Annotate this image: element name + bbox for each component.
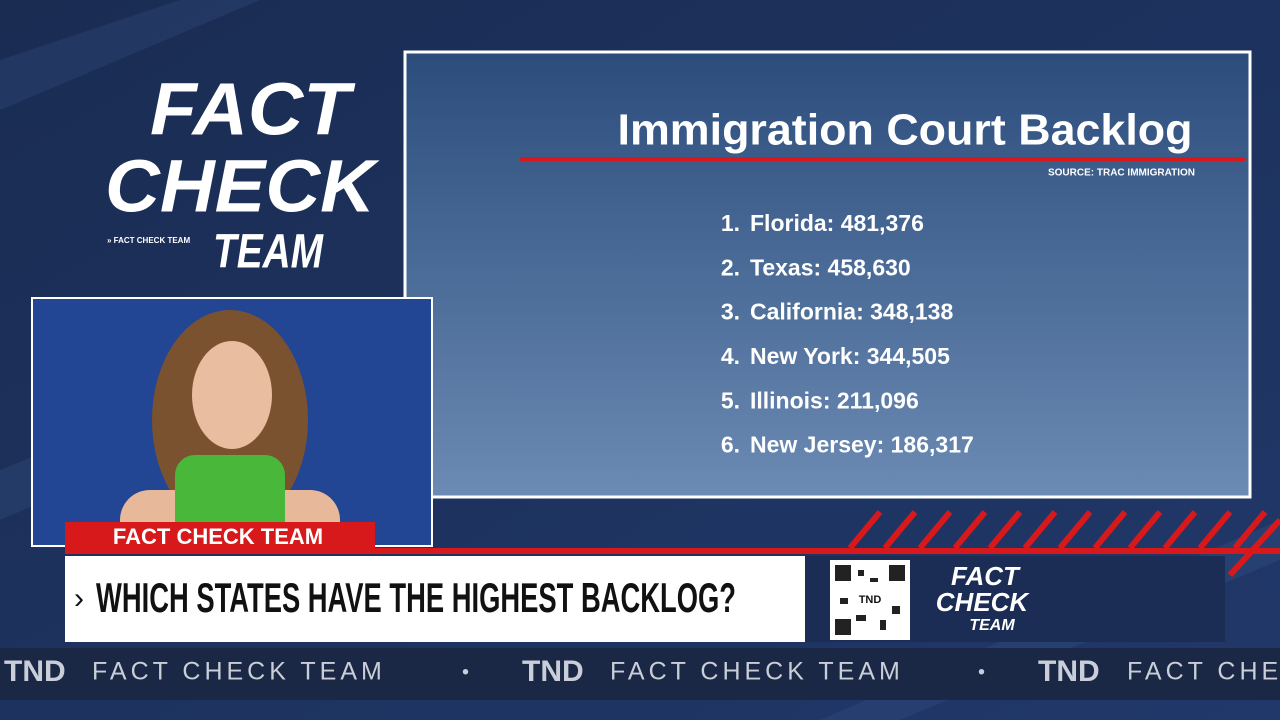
headline-chevron: ›: [74, 582, 84, 615]
ticker-separator: •: [462, 661, 469, 683]
item-rank: 6.: [721, 432, 740, 458]
item-text: New Jersey: 186,317: [750, 432, 974, 458]
video-feed: [32, 298, 432, 546]
item-text: California: 348,138: [750, 299, 953, 325]
small-logo-line: FACT: [951, 561, 1021, 591]
logo-line: CHECK: [105, 145, 380, 228]
panel-source: SOURCE: TRAC IMMIGRATION: [1048, 168, 1195, 179]
panel-title: Immigration Court Backlog: [618, 106, 1193, 155]
item-text: Texas: 458,630: [750, 254, 911, 280]
ticker-text: FACT CHECK TEAM: [92, 658, 386, 686]
small-logo: FACT CHECK TEAM: [936, 561, 1031, 634]
backlog-list: 1. Florida: 481,376 2. Texas: 458,630 3. Cali…: [721, 210, 974, 458]
qr-label: TND: [859, 594, 882, 606]
tag-text: FACT CHECK TEAM: [113, 524, 323, 549]
red-rule: [65, 548, 1280, 554]
ticker-separator: •: [978, 661, 985, 683]
ticker-text: FACT CHECK TEAM: [1127, 658, 1280, 686]
small-logo-line: CHECK: [936, 587, 1031, 617]
item-text: Florida: 481,376: [750, 210, 924, 236]
logo-line: TEAM: [213, 226, 324, 279]
headline-box: [65, 556, 805, 642]
ticker-logo: TND: [1038, 655, 1100, 688]
logo: FACT CHECK TEAM » FACT CHECK TEAM: [105, 68, 380, 279]
ticker-logo: TND: [522, 655, 584, 688]
ticker-text: FACT CHECK TEAM: [610, 658, 904, 686]
item-rank: 1.: [721, 210, 740, 236]
item-rank: 2.: [721, 254, 740, 280]
item-rank: 4.: [721, 343, 740, 369]
tag-box: [65, 522, 375, 552]
ticker: TND FACT CHECK TEAM • TND FACT CHECK TEA…: [4, 655, 1280, 688]
red-stripes: [847, 510, 1280, 578]
headline: WHICH STATES HAVE THE HIGHEST BACKLOG?: [96, 574, 736, 621]
ticker-logo: TND: [4, 655, 66, 688]
logo-line: FACT: [150, 68, 356, 151]
item-text: New York: 344,505: [750, 343, 950, 369]
item-rank: 3.: [721, 299, 740, 325]
logo-tagline: » FACT CHECK TEAM: [107, 236, 190, 245]
item-text: Illinois: 211,096: [750, 387, 919, 413]
small-logo-line: TEAM: [969, 617, 1015, 634]
info-panel: [403, 50, 1252, 499]
ticker-bar: [0, 648, 1280, 700]
qr-pattern: [835, 565, 905, 635]
item-rank: 5.: [721, 387, 740, 413]
